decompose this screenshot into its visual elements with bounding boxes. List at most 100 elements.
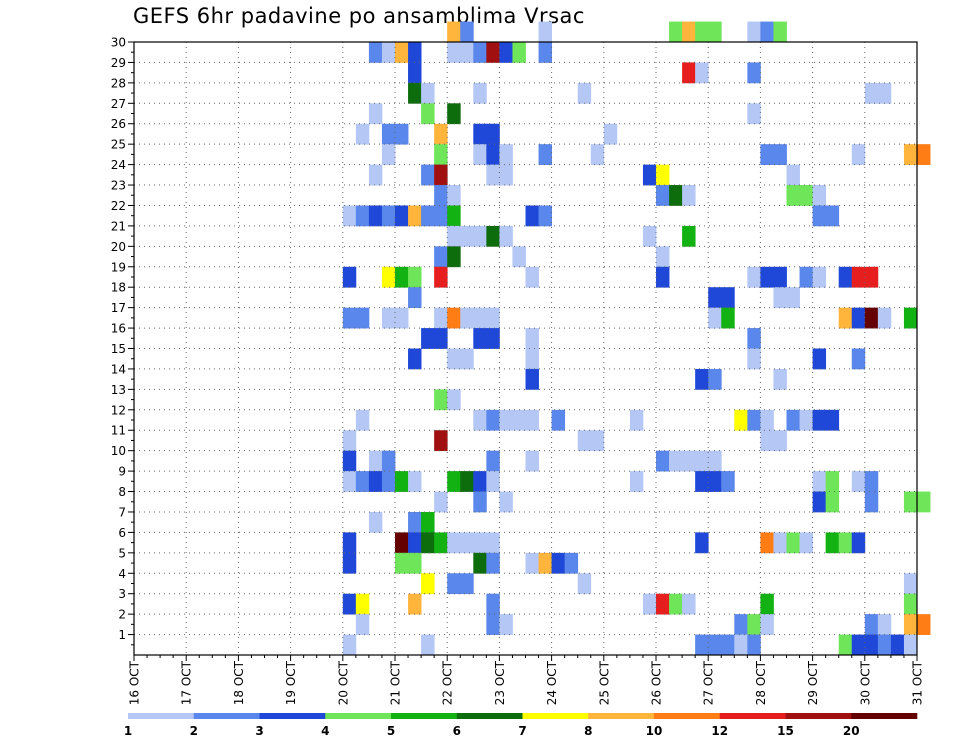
heatmap-cell [747, 348, 761, 370]
colorbar-swatch [456, 713, 523, 719]
heatmap-cell [447, 348, 461, 370]
heatmap-cell [381, 123, 396, 145]
heatmap-cell [812, 185, 827, 206]
heatmap-cell [486, 328, 500, 349]
heatmap-cell [512, 409, 526, 431]
heatmap-cell [368, 450, 383, 472]
heatmap-cell [864, 307, 879, 329]
heatmap-cell [877, 614, 892, 635]
heatmap-cell [721, 287, 735, 309]
heatmap-cell [786, 532, 800, 554]
heatmap-cell [669, 21, 683, 43]
heatmap-cell [460, 532, 474, 554]
x-tick-label: 31 OCT [911, 660, 925, 705]
heatmap-cell [525, 348, 539, 370]
heatmap-cell [525, 266, 539, 288]
heatmap-cell [760, 409, 774, 431]
heatmap-cell [395, 552, 409, 574]
heatmap-cell [760, 614, 774, 635]
heatmap-cell [656, 185, 670, 206]
heatmap-cell [577, 82, 592, 104]
heatmap-cell [877, 634, 892, 656]
heatmap-cell [421, 328, 435, 349]
heatmap-cell [434, 532, 448, 554]
heatmap-cell [760, 593, 774, 615]
heatmap-cell [408, 266, 422, 288]
heatmap-cell [656, 266, 670, 288]
heatmap-cell [577, 573, 592, 595]
x-tick-label: 26 OCT [650, 660, 664, 705]
heatmap-cell [421, 103, 435, 125]
heatmap-cell [603, 123, 618, 145]
colorbar-swatch [522, 713, 589, 719]
heatmap-cell [551, 409, 566, 431]
heatmap-cell [447, 103, 461, 125]
heatmap-cell [460, 21, 474, 43]
heatmap-cell [447, 42, 461, 63]
heatmap-cell [434, 307, 448, 329]
heatmap-cell [708, 450, 722, 472]
heatmap-cell [695, 450, 709, 472]
heatmap-cell [381, 144, 396, 165]
heatmap-cell [368, 164, 383, 186]
heatmap-cell [656, 246, 670, 268]
heatmap-cell [917, 614, 931, 635]
colorbar-swatch [719, 713, 786, 719]
heatmap-cell [812, 348, 827, 370]
heatmap-cell [656, 164, 670, 186]
heatmap-cell [786, 287, 800, 309]
heatmap-cell [368, 205, 383, 227]
heatmap-cell [473, 491, 487, 513]
heatmap-cell [825, 491, 840, 513]
heatmap-cell [851, 307, 866, 329]
heatmap-cell [695, 634, 709, 656]
heatmap-cell [721, 471, 735, 492]
heatmap-cell [525, 409, 539, 431]
heatmap-cell [590, 144, 605, 165]
heatmap-cell [760, 144, 774, 165]
heatmap-cell [473, 552, 487, 574]
heatmap-cell [408, 511, 422, 533]
heatmap-cell [682, 225, 696, 247]
y-tick-label: 12 [111, 403, 126, 417]
colorbar-swatch [391, 713, 458, 719]
y-tick-label: 3 [118, 587, 126, 601]
heatmap-cell [473, 123, 487, 145]
heatmap-cell [903, 144, 918, 165]
heatmap-cell [734, 634, 748, 656]
heatmap-cell [486, 593, 500, 615]
heatmap-cell [421, 205, 435, 227]
heatmap-cell [447, 471, 461, 492]
colorbar-label: 10 [646, 724, 663, 738]
heatmap-cell [747, 62, 761, 84]
heatmap-cell [486, 225, 500, 247]
heatmap-cell [695, 471, 709, 492]
heatmap-cell [786, 409, 800, 431]
heatmap-cell [473, 82, 487, 104]
heatmap-cell [851, 471, 866, 492]
heatmap-cell [447, 389, 461, 411]
heatmap-cell [486, 409, 500, 431]
y-tick-label: 28 [111, 76, 126, 90]
colorbar-swatch [128, 713, 195, 719]
heatmap-cell [342, 266, 357, 288]
colorbar-label: 4 [321, 724, 329, 738]
heatmap-cell [747, 634, 761, 656]
y-tick-label: 15 [111, 342, 126, 356]
x-tick-label: 30 OCT [858, 660, 872, 705]
heatmap-cell [721, 307, 735, 329]
colorbar: 1 2 3 4 5 6 7 8 10 12 15 20 [124, 713, 918, 738]
y-tick-label: 18 [111, 281, 126, 295]
heatmap-cell [812, 409, 827, 431]
heatmap-cell [355, 593, 370, 615]
colorbar-label: 3 [255, 724, 263, 738]
colorbar-label: 2 [190, 724, 198, 738]
heatmap-cell [812, 266, 827, 288]
heatmap-cell [838, 266, 853, 288]
heatmap-cell [447, 573, 461, 595]
heatmap-cell [903, 573, 918, 595]
heatmap-cell [669, 593, 683, 615]
heatmap-cell [747, 328, 761, 349]
heatmap-cell [421, 634, 435, 656]
y-tick-label: 16 [111, 322, 126, 336]
